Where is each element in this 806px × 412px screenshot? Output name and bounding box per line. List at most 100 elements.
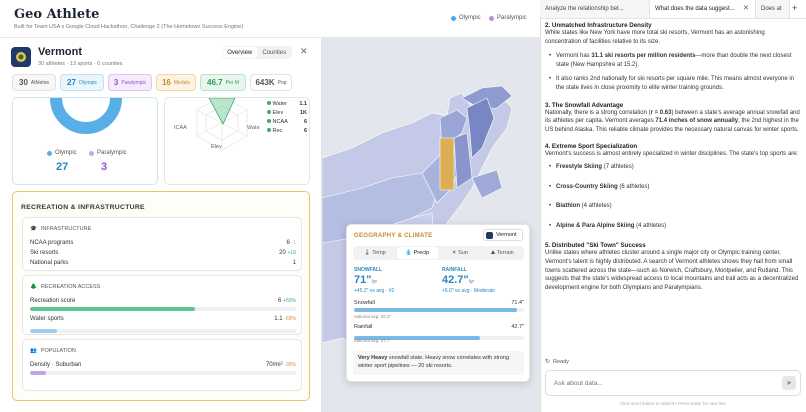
donut-card: Olympic Paralympic 27 3 [12,97,158,185]
infra-row-ski: Ski resorts 20 +16 [30,250,296,256]
chat-tab-2[interactable]: What does the data suggest... [650,0,756,18]
snowfall-delta: +45.2" vs avg · #2 [354,288,395,294]
tab-sun[interactable]: ☀ Sun [451,250,468,256]
legend-paralympic: Paralympic [489,15,527,21]
radar-chart [196,98,248,151]
tab-terrain[interactable]: ⛰ Terrain [490,249,514,257]
chat-list-item: Cross-Country Skiing (6 athletes) [545,183,801,192]
state-seal-icon [486,231,493,239]
chat-list-item: Biathlon (4 athletes) [545,202,801,211]
infrastructure-header: 🎓 INFRASTRUCTURE [30,226,92,232]
mountain-icon: ⛰ [490,249,496,256]
recreation-access-section: 🌲 RECREATION ACCESS Recreation score 6 +50… [22,275,302,335]
radar-label-elev: Elev [211,144,222,150]
density-bar [30,371,296,375]
donut-olympic-value: 27 [56,161,69,173]
people-icon: 👥 [30,348,37,354]
state-badge: Vermont [483,229,523,241]
geography-title: GEOGRAPHY & CLIMATE [354,233,433,239]
chat-tab-1[interactable]: Analyze the relationship bet... [540,0,650,18]
donut-legend-paralympic: Paralympic [89,150,127,156]
radar-legend-row: Rec 6 [267,128,307,134]
droplet-icon: 💧 [405,250,413,256]
state-name: Vermont [38,46,83,58]
radar-label-wate: Wate [247,125,260,131]
rainfall-value: 42.7"/yr [442,274,475,286]
infra-row-ncaa: NCAA programs 6 -1 [30,240,296,246]
rainfall-bar-row: Rainfall 42.7" [354,324,524,330]
chat-list-item: Vermont has 31.1 ski resorts per million… [545,52,801,69]
radar-legend-row: NCAA 6 [267,119,307,125]
rainfall-national-avg: national avg: 37.7" [354,338,392,343]
stat-athletes: 30 Athletes [12,74,56,91]
chat-paragraph: Nationally, there is a strong correlatio… [545,109,800,133]
chat-input[interactable] [545,370,801,396]
view-toggle: Overview Counties [222,46,292,59]
chat-tab-3[interactable]: Does at [756,0,790,18]
recreation-score-bar [30,307,296,311]
climate-callout: Very Heavy snowfall state. Heavy snow co… [353,351,524,375]
chat-list-item: Alpine & Para Alpine Skiing (4 athletes) [545,222,801,231]
chat-heading-3: 3. The Snowfall Advantage [545,101,624,109]
chat-list-item: It also ranks 2nd nationally for ski res… [545,75,801,92]
chat-paragraph: Unlike states where athletes cluster aro… [545,250,799,291]
chat-tab-divider [540,18,806,19]
state-summary: 30 athletes · 13 sports · 0 counties [38,61,123,67]
olympic-dot-icon [47,150,52,156]
vermont-highlight [439,137,455,191]
population-row: Density · Suburban 70/mi² -36% [30,362,296,368]
state-seal-icon [11,47,31,67]
top-bar: Geo Athlete Built for Team USA x Google … [0,0,540,38]
tab-counties[interactable]: Counties [262,49,287,56]
radar-legend-row: Elev 1K [267,110,307,116]
graduation-cap-icon: 🎓 [30,226,37,232]
recreation-card: RECREATION & INFRASTRUCTURE 🎓 INFRASTRUCT… [12,191,310,401]
population-header: 👥 POPULATION [30,348,76,354]
infra-row-parks: National parks 1 [30,260,296,266]
chat-paragraph: While states like New York have more tot… [545,30,765,45]
snowfall-label: SNOWFALL [354,267,383,273]
stat-paralympic: 3 Paralympic [108,74,152,91]
chat-message: 2. Unmatched Infrastructure Density Whil… [545,20,801,350]
population-section: 👥 POPULATION Density · Suburban 70/mi² -36… [22,339,302,391]
access-header: 🌲 RECREATION ACCESS [30,284,101,290]
stat-pop: 643K Pop [250,74,292,91]
access-row-score: Recreation score 6 +50% [30,298,296,304]
tab-temp[interactable]: 🌡 Temp [363,250,386,256]
send-icon[interactable]: ➤ [782,376,796,390]
thermometer-icon: 🌡 [363,250,371,256]
close-icon[interactable]: ✕ [300,46,308,56]
snowfall-bar-row: Snowfall 71.4" [354,300,524,306]
chat-heading-4: 4. Extreme Sport Specialization [545,143,638,151]
tab-overview[interactable]: Overview [223,47,257,58]
recreation-title: RECREATION & INFRASTRUCTURE [21,204,145,211]
water-sports-bar [30,329,296,333]
chat-paragraph: Vermont's success is almost entirely spe… [545,151,799,158]
chat-hint: Click send button to submit • Press Ente… [620,401,726,406]
close-tab-icon[interactable]: ✕ [743,5,749,12]
app-title: Geo Athlete [14,7,100,22]
paralympic-dot-icon [89,150,94,156]
rainfall-label: RAINFALL [442,267,467,273]
snowfall-national-avg: national avg: 26.2" [354,314,392,319]
athlete-donut-chart [50,98,122,134]
radar-legend-row: Water 1.1 [267,101,307,107]
radar-legend: Water 1.1 Elev 1K NCAA 6 Rec 6 [267,101,307,134]
stat-medals: 16 Medals [156,74,196,91]
radar-card: ICAA Elev Wate Water 1.1 Elev 1K NCAA 6 Rec… [164,97,310,185]
legend-olympic: Olympic [451,15,481,21]
donut-paralympic-value: 3 [101,161,108,173]
new-tab-plus-icon[interactable]: + [792,3,798,13]
geography-popup: GEOGRAPHY & CLIMATE Vermont 🌡 Temp 💧 Pre… [346,224,530,382]
infrastructure-section: 🎓 INFRASTRUCTURE NCAA programs 6 -1 Ski re… [22,217,302,271]
tab-precip[interactable]: 💧 Precip [396,247,438,259]
rainfall-delta: +5.0" vs avg · Moderate [442,288,496,294]
stat-per-m: 46.7 Per M [200,74,246,91]
chat-list-item: Freestyle Skiing (7 athletes) [545,163,801,172]
climate-tabs: 🌡 Temp 💧 Precip ☀ Sun ⛰ Terrain [353,246,524,260]
paralympic-dot-icon [489,15,494,21]
stat-olympic: 27 Olympic [60,74,104,91]
radar-label-icaa: ICAA [174,125,187,131]
snowfall-value: 71"/yr [354,274,378,286]
olympic-dot-icon [451,15,456,21]
